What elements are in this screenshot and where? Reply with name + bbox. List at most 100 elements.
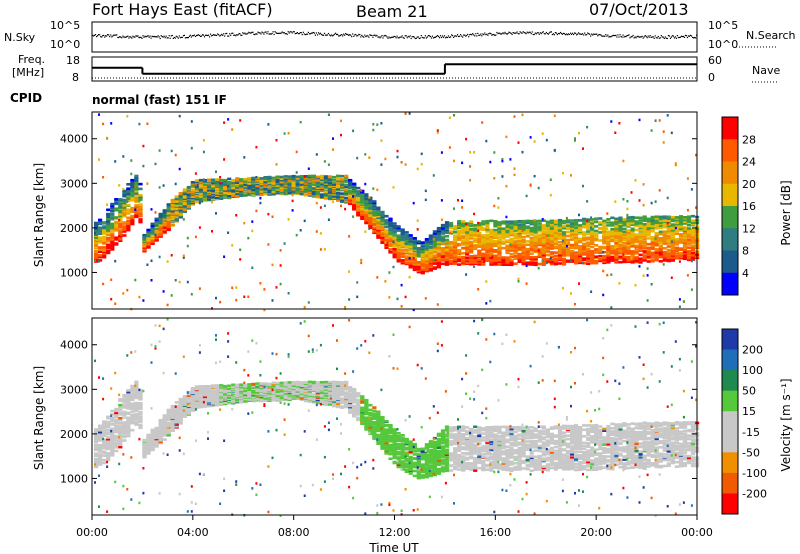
noise-point — [457, 34, 459, 36]
heatmap-cell — [545, 250, 550, 253]
noise-point — [440, 36, 443, 39]
scatter-cell — [166, 221, 169, 224]
heatmap-cell — [194, 385, 200, 388]
noise-point — [266, 33, 268, 35]
heatmap-cell — [448, 246, 454, 249]
noise-point — [545, 31, 547, 34]
heatmap-cell — [118, 403, 123, 407]
heatmap-cell — [186, 201, 191, 205]
heatmap-cell — [404, 261, 409, 265]
heatmap-cell — [493, 240, 498, 243]
heatmap-cell — [549, 232, 554, 235]
scatter-cell — [380, 163, 383, 166]
heatmap-cell — [630, 215, 635, 219]
heatmap-cell — [642, 255, 647, 258]
heatmap-cell — [392, 237, 397, 240]
heatmap-cell — [485, 242, 490, 245]
heatmap-cell — [513, 227, 518, 230]
heatmap-cell — [465, 235, 470, 239]
heatmap-cell — [303, 175, 308, 178]
heatmap-cell — [521, 245, 526, 249]
heatmap-cell — [396, 225, 401, 228]
heatmap-cell — [650, 259, 655, 262]
noise-point — [221, 33, 223, 35]
scatter-cell — [372, 187, 375, 190]
heatmap-cell — [501, 220, 506, 223]
heatmap-cell — [461, 220, 466, 223]
scatter-cell — [489, 254, 492, 257]
heatmap-cell — [529, 233, 534, 236]
noise-point — [255, 33, 257, 35]
scatter-cell — [146, 122, 149, 125]
heatmap-cell — [202, 179, 208, 182]
heatmap-cell — [529, 245, 534, 248]
heatmap-cell — [336, 174, 341, 178]
heatmap-cell — [448, 232, 454, 235]
heatmap-cell — [364, 197, 369, 201]
heatmap-cell — [130, 392, 135, 395]
heatmap-cell — [630, 261, 635, 264]
noise-point — [681, 35, 684, 38]
heatmap-cell — [102, 249, 107, 252]
scatter-cell — [227, 184, 230, 188]
scatter-cell — [497, 206, 500, 209]
heatmap-cell — [574, 227, 579, 231]
heatmap-cell — [453, 247, 458, 250]
noise-point — [421, 36, 423, 38]
heatmap-cell — [130, 387, 135, 390]
heatmap-cell — [578, 229, 583, 232]
heatmap-cell — [94, 233, 99, 236]
noise-point — [212, 34, 214, 36]
noise-point — [248, 31, 250, 33]
heatmap-cell — [582, 238, 587, 242]
heatmap-cell — [170, 202, 175, 206]
heatmap-cell — [590, 239, 595, 243]
noise-point — [632, 34, 634, 37]
scatter-cell — [481, 225, 484, 228]
heatmap-cell — [670, 240, 675, 244]
scatter-cell — [158, 324, 161, 328]
heatmap-cell — [497, 248, 502, 252]
noise-point — [247, 32, 249, 34]
scatter-cell — [94, 481, 96, 484]
cpid-mode: normal (fast) 151 IF — [92, 93, 227, 107]
heatmap-cell — [489, 260, 494, 263]
noise-point — [547, 33, 549, 35]
heatmap-cell — [106, 240, 111, 243]
heatmap-cell — [166, 418, 171, 422]
heatmap-cell — [444, 221, 450, 224]
noise-point — [288, 32, 290, 34]
heatmap-cell — [416, 254, 421, 257]
scatter-cell — [315, 153, 318, 156]
heatmap-cell — [138, 218, 143, 221]
scatter-cell — [239, 248, 242, 251]
heatmap-cell — [650, 236, 655, 239]
scatter-cell — [178, 167, 181, 171]
heatmap-cell — [384, 225, 389, 229]
heatmap-cell — [565, 224, 571, 227]
heatmap-cell — [243, 180, 248, 183]
heatmap-cell — [614, 234, 619, 238]
freq-label-line2: [MHz] — [12, 66, 45, 79]
scatter-cell — [202, 150, 205, 154]
scatter-cell — [102, 122, 105, 126]
heatmap-cell — [118, 437, 123, 441]
heatmap-cell — [501, 227, 506, 230]
heatmap-cell — [134, 194, 139, 197]
heatmap-cell — [666, 256, 671, 259]
heatmap-cell — [686, 215, 692, 218]
heatmap-cell — [642, 237, 647, 241]
heatmap-cell — [545, 231, 550, 234]
heatmap-cell — [344, 188, 349, 192]
heatmap-cell — [166, 213, 171, 216]
noise-point — [228, 35, 230, 37]
noise-point — [93, 35, 95, 37]
heatmap-cell — [122, 430, 127, 434]
heatmap-cell — [666, 215, 671, 219]
heatmap-cell — [134, 215, 139, 219]
heatmap-cell — [565, 241, 571, 244]
heatmap-cell — [400, 230, 405, 233]
heatmap-cell — [215, 389, 220, 393]
scatter-cell — [295, 233, 298, 237]
heatmap-cell — [626, 250, 631, 254]
